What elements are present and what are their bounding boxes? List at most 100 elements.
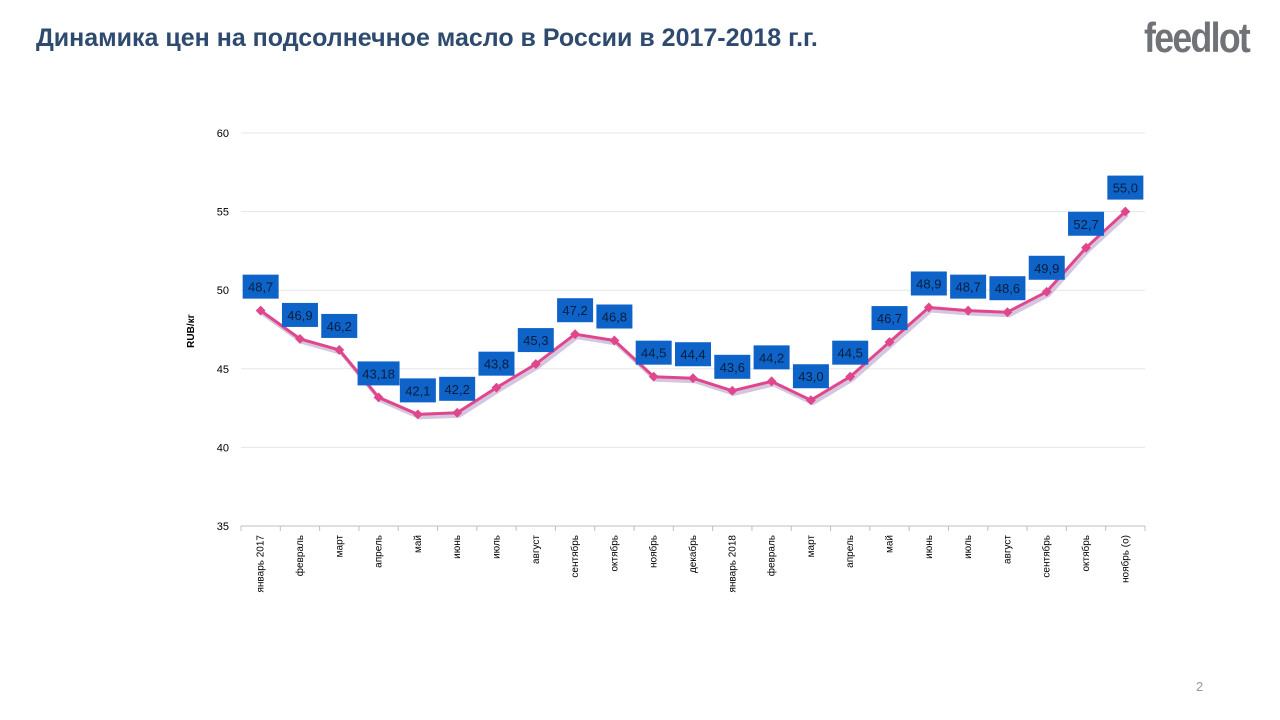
data-label-box	[871, 306, 908, 331]
x-tick-label: июль	[491, 535, 502, 559]
x-tick-label: ноябрь	[648, 535, 660, 568]
data-label-box	[357, 361, 400, 386]
y-tick-label: 35	[217, 521, 229, 533]
data-point	[923, 302, 934, 313]
x-tick-label: август	[531, 535, 542, 564]
data-label-box	[321, 313, 358, 338]
x-tick-label: февраль	[294, 535, 306, 576]
feedlot-logo: feedlot	[1144, 14, 1251, 61]
data-point	[412, 409, 423, 420]
data-label-box	[714, 354, 751, 379]
data-labels: 48,7 46,9 46,2 43,18 42,1 42,2 43,8 45,3 47,2 46,…	[242, 175, 1144, 403]
data-label: 47,2	[562, 303, 587, 318]
data-point	[648, 371, 659, 382]
data-label-box	[478, 351, 515, 376]
x-tick-label: февраль	[766, 535, 778, 576]
x-tick-label: октябрь	[1080, 535, 1092, 572]
data-point	[1081, 242, 1091, 253]
x-tick-label: ноябрь (о)	[1119, 535, 1131, 583]
x-tick-label: июнь	[924, 535, 935, 559]
y-tick-label: 40	[217, 442, 229, 454]
data-label-box	[399, 378, 436, 403]
data-label: 44,5	[641, 346, 666, 361]
data-label: 46,2	[327, 319, 352, 334]
data-label-box	[792, 364, 829, 389]
x-tick-label: май	[413, 535, 424, 553]
x-tick-label: май	[885, 535, 896, 553]
data-label-box	[989, 276, 1026, 301]
data-label: 44,2	[759, 350, 784, 365]
x-tick-label: апрель	[374, 535, 385, 568]
data-point	[727, 385, 738, 396]
data-label: 52,7	[1073, 217, 1098, 232]
data-point	[1120, 206, 1131, 217]
slide-title: Динамика цен на подсолнечное масло в Рос…	[36, 24, 818, 52]
y-tick-label: 55	[217, 207, 229, 219]
x-tick-label: март	[334, 535, 345, 558]
data-point	[1041, 286, 1052, 297]
data-label-box	[557, 298, 594, 323]
axes: 35 40 45 50 55 60 январь 2017 февраль март апрель…	[217, 128, 1146, 593]
data-label-box	[1107, 175, 1144, 200]
series-line-shadow	[261, 213, 1129, 420]
data-label-box	[950, 274, 987, 299]
data-point	[884, 337, 895, 348]
y-axis-label: RUB/кг	[186, 314, 197, 348]
data-label-box	[832, 340, 869, 365]
data-point	[766, 376, 777, 387]
data-label-box	[1028, 255, 1065, 280]
data-label: 43,6	[720, 360, 745, 375]
data-label: 45,3	[523, 333, 548, 348]
x-tick-label: август	[1002, 535, 1013, 564]
data-label: 42,1	[405, 383, 430, 398]
x-tick-label: июль	[963, 535, 974, 559]
page-number: 2	[1196, 679, 1204, 694]
data-label-box	[242, 274, 279, 299]
x-tick-label: сентябрь	[569, 535, 581, 578]
data-label: 44,4	[680, 347, 705, 362]
data-label: 49,9	[1034, 261, 1059, 276]
data-label: 43,8	[484, 357, 509, 372]
data-label-box	[439, 376, 476, 401]
data-point	[452, 407, 463, 418]
data-label: 44,5	[838, 346, 863, 361]
data-label: 48,7	[248, 280, 273, 295]
data-label-box	[517, 328, 554, 353]
x-tick-label: сентябрь	[1041, 535, 1053, 578]
data-label: 48,9	[916, 276, 941, 291]
data-point	[295, 333, 305, 344]
x-tick-label: январь 2017	[256, 535, 267, 593]
data-label-box	[596, 304, 633, 329]
data-label: 55,0	[1113, 181, 1138, 196]
y-tick-label: 45	[217, 364, 229, 376]
data-point	[688, 373, 698, 384]
data-point	[334, 344, 345, 355]
data-label-box	[1068, 211, 1105, 236]
data-label-box	[675, 342, 711, 367]
data-label-box	[910, 271, 947, 296]
data-label-box	[281, 302, 318, 327]
data-label-box	[635, 340, 672, 365]
data-label: 43,18	[362, 366, 395, 381]
data-label: 43,0	[798, 369, 823, 384]
x-tick-label: декабрь	[687, 535, 699, 573]
x-tick-label: октябрь	[608, 535, 620, 572]
data-point	[609, 335, 620, 346]
series-line	[255, 206, 1131, 420]
data-point	[491, 382, 502, 393]
x-tick-label: июнь	[452, 535, 463, 559]
data-label: 42,2	[445, 382, 470, 397]
data-point	[963, 305, 974, 316]
x-tick-label: март	[806, 535, 817, 558]
data-point	[530, 359, 541, 370]
data-label: 46,7	[877, 311, 902, 326]
x-tick-label: январь 2018	[727, 535, 738, 593]
data-point	[845, 371, 856, 382]
data-point	[570, 329, 581, 340]
data-label: 46,9	[287, 308, 312, 323]
y-tick-label: 50	[217, 285, 229, 297]
y-tick-label: 60	[217, 128, 229, 140]
data-point	[1002, 307, 1013, 318]
data-point	[255, 305, 266, 316]
